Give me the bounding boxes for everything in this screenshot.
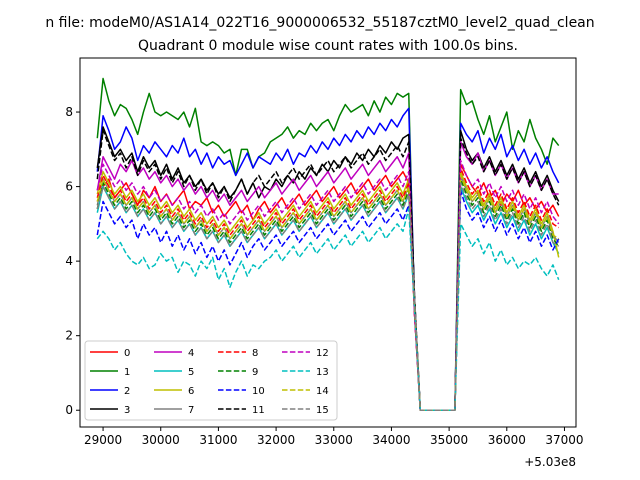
x-tick-label: 34000: [372, 433, 410, 447]
legend-label-1: 1: [124, 367, 130, 378]
legend-label-4: 4: [188, 348, 194, 359]
series-line-0: [96, 163, 560, 411]
y-tick-label: 8: [65, 105, 73, 119]
y-tick-label: 4: [65, 254, 73, 268]
y-tick-label: 6: [65, 180, 73, 194]
x-axis: 29000 30000 31000 32000 33000 34000 35000 36000…: [84, 427, 584, 447]
legend-label-7: 7: [188, 405, 194, 416]
series-line-11: [96, 129, 560, 411]
legend-label-15: 15: [316, 405, 329, 416]
legend-label-9: 9: [252, 367, 258, 378]
x-tick-label: 36000: [488, 433, 526, 447]
x-tick-label: 31000: [199, 433, 237, 447]
x-tick-label: 30000: [142, 433, 180, 447]
series-line-8: [96, 167, 560, 411]
x-tick-label: 33000: [315, 433, 353, 447]
legend-label-8: 8: [252, 348, 258, 359]
series-line-13: [96, 208, 560, 411]
x-tick-label: 29000: [84, 433, 122, 447]
series-line-14: [96, 174, 560, 411]
x-tick-label: 37000: [545, 433, 583, 447]
x-offset-label: +5.03e8: [524, 455, 576, 469]
series-line-6: [96, 170, 560, 411]
x-tick-label: 35000: [430, 433, 468, 447]
chart-title: Quadrant 0 module wise count rates with …: [138, 38, 518, 54]
series-layer: [96, 77, 560, 411]
y-tick-label: 0: [65, 403, 73, 417]
series-line-10: [96, 189, 560, 411]
x-tick-label: 32000: [257, 433, 295, 447]
series-line-2: [96, 107, 560, 411]
legend-label-5: 5: [188, 367, 194, 378]
y-tick-label: 2: [65, 329, 73, 343]
legend-label-13: 13: [316, 367, 329, 378]
series-line-15: [96, 182, 560, 411]
figure-suptitle: n file: modeM0/AS1A14_022T16_9000006532_…: [45, 15, 594, 31]
legend-frame: [84, 340, 338, 421]
legend-label-3: 3: [124, 405, 130, 416]
legend-label-6: 6: [188, 386, 194, 397]
legend-label-11: 11: [252, 405, 265, 416]
legend-label-10: 10: [252, 386, 265, 397]
legend-label-2: 2: [124, 386, 130, 397]
axes-frame: [79, 57, 577, 428]
y-axis: 0 2 4 6 8: [65, 105, 80, 417]
series-line-1: [96, 77, 560, 411]
legend-label-0: 0: [124, 348, 130, 359]
legend-label-14: 14: [316, 386, 329, 397]
series-line-12: [96, 159, 560, 411]
legend-label-12: 12: [316, 348, 329, 359]
